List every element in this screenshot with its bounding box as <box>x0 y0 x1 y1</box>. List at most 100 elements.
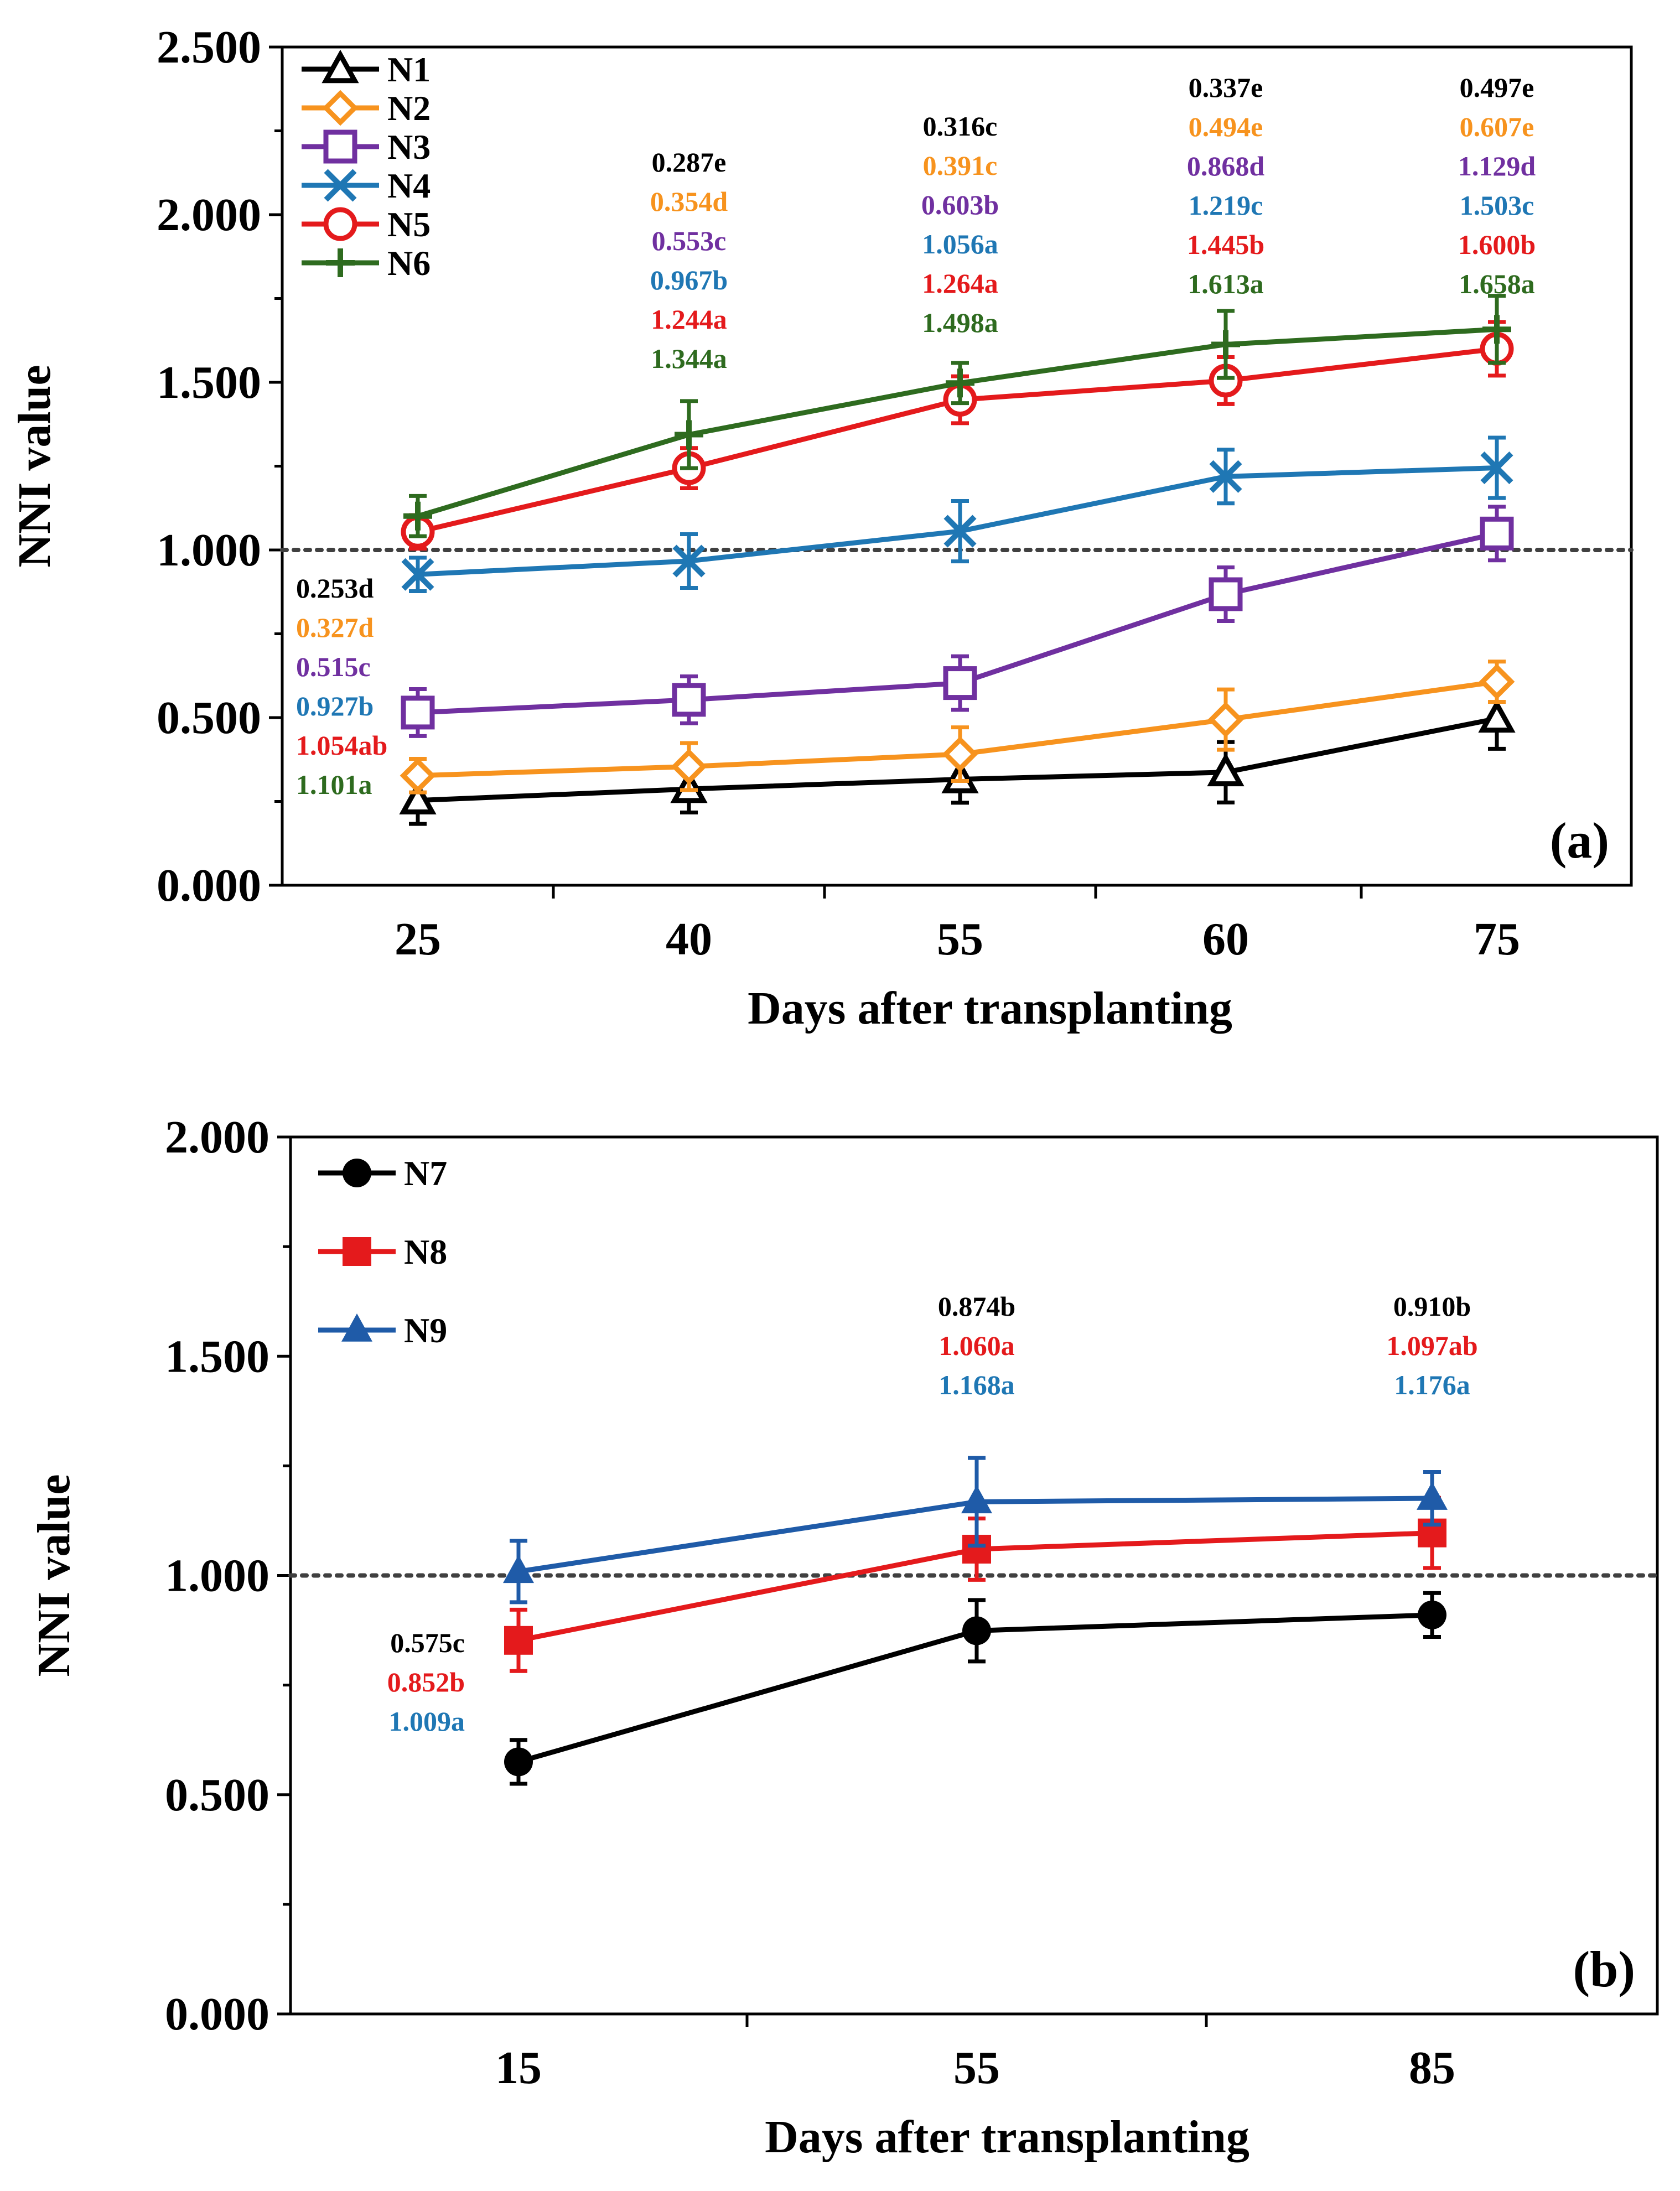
legend-marker <box>322 49 359 84</box>
annotation-group: 0.910b 1.097ab 1.176a <box>1386 1291 1477 1400</box>
x-tick-label: 85 <box>1409 2042 1455 2094</box>
data-point <box>943 515 977 548</box>
panel-label: (a) <box>1550 812 1609 869</box>
significance-label: 0.910b <box>1393 1291 1471 1322</box>
data-point <box>1211 330 1240 359</box>
significance-label: 0.874b <box>938 1291 1015 1322</box>
x-tick-label: 55 <box>937 913 983 965</box>
significance-label: 1.344a <box>651 343 727 374</box>
significance-label: 1.009a <box>389 1706 465 1737</box>
data-point <box>503 1555 534 1583</box>
y-tick-label: 0.500 <box>165 1769 269 1821</box>
significance-label: 0.316c <box>923 111 998 142</box>
significance-label: 0.287e <box>652 147 727 178</box>
x-axis-title: Days after transplanting <box>765 2111 1249 2163</box>
data-point <box>403 501 432 531</box>
y-tick-label: 1.500 <box>165 1331 269 1382</box>
y-tick-label: 0.000 <box>165 1988 269 2040</box>
series-n9 <box>503 1456 1448 1605</box>
y-tick-label: 1.000 <box>165 1550 269 1602</box>
legend-label: N1 <box>387 50 431 89</box>
data-point <box>675 420 703 449</box>
data-point <box>1417 1482 1448 1510</box>
data-point <box>401 558 434 591</box>
data-point <box>943 666 977 700</box>
x-tick-label: 40 <box>666 913 712 965</box>
series-n2 <box>400 660 1515 795</box>
legend-marker <box>341 1313 372 1342</box>
y-axis-title: NNI value <box>9 365 60 567</box>
legend-marker <box>322 90 359 126</box>
significance-label: 1.056a <box>922 229 998 259</box>
legend-marker <box>343 1237 371 1266</box>
significance-label: 0.253d <box>296 573 374 604</box>
data-point <box>672 544 706 578</box>
legend-label: N2 <box>387 89 431 128</box>
data-point <box>1207 702 1244 738</box>
significance-label: 0.391c <box>923 150 998 181</box>
data-point <box>961 1485 992 1514</box>
significance-label: 1.054ab <box>296 730 387 761</box>
significance-label: 1.168a <box>938 1369 1015 1400</box>
significance-label: 0.607e <box>1460 111 1534 142</box>
significance-label: 1.219c <box>1189 190 1263 221</box>
data-point <box>671 749 707 785</box>
y-axis-title: NNI value <box>28 1474 80 1676</box>
significance-label: 0.868d <box>1187 150 1265 181</box>
significance-label: 1.613a <box>1188 268 1264 299</box>
significance-label: 1.658a <box>1459 268 1535 299</box>
data-point <box>1207 752 1245 787</box>
legend-marker <box>323 207 357 241</box>
data-point <box>1480 451 1513 485</box>
legend: N7 N8 N9 <box>318 1154 447 1350</box>
y-tick-label: 0.000 <box>157 860 261 911</box>
significance-label: 1.101a <box>296 769 372 800</box>
significance-label: 0.553c <box>652 225 727 256</box>
legend-label: N4 <box>387 166 431 205</box>
data-point <box>962 1616 991 1645</box>
legend-marker <box>343 1159 371 1187</box>
x-tick-label: 75 <box>1474 913 1520 965</box>
legend-label: N8 <box>404 1232 447 1271</box>
significance-label: 1.503c <box>1460 190 1534 221</box>
significance-label: 1.445b <box>1187 229 1264 260</box>
data-point <box>401 695 435 730</box>
significance-label: 0.337e <box>1189 72 1263 103</box>
legend-marker <box>324 169 357 202</box>
data-point <box>1480 516 1514 551</box>
y-tick-label: 2.500 <box>157 22 261 73</box>
legend-marker <box>323 129 357 164</box>
panel-label: (b) <box>1573 1941 1635 1997</box>
legend-label: N7 <box>404 1154 447 1193</box>
data-point <box>1479 663 1515 700</box>
legend-label: N3 <box>387 127 431 167</box>
annotation-group: 0.337e 0.494e 0.868d 1.219c 1.445b 1.613a <box>1187 72 1265 299</box>
panel-b-chart: 0.000 0.500 1.000 1.500 2.000 15 55 85 Days afte… <box>28 1112 1660 2163</box>
y-tick-label: 1.500 <box>157 357 261 408</box>
legend-marker <box>326 248 355 277</box>
significance-label: 0.575c <box>390 1627 465 1658</box>
significance-label: 0.327d <box>296 612 374 643</box>
data-point <box>942 736 978 772</box>
significance-label: 1.176a <box>1394 1369 1470 1400</box>
data-point <box>1478 699 1516 733</box>
data-point <box>1209 577 1243 611</box>
panel-a-chart: 0.000 0.500 1.000 1.500 2.000 2.500 25 40 55 60 75… <box>9 22 1634 1034</box>
x-tick-label: 15 <box>495 2042 542 2094</box>
significance-label: 0.354d <box>650 186 728 217</box>
data-point <box>504 1747 533 1777</box>
annotation-group: 0.497e 0.607e 1.129d 1.503c 1.600b 1.658a <box>1458 72 1536 299</box>
annotation-group: 0.575c 0.852b 1.009a <box>387 1627 465 1737</box>
x-axis-title: Days after transplanting <box>748 983 1232 1034</box>
legend-label: N5 <box>387 205 431 244</box>
y-tick-label: 1.000 <box>157 525 261 576</box>
data-point <box>1482 315 1511 344</box>
series-n3 <box>401 505 1514 738</box>
significance-label: 0.927b <box>296 690 374 721</box>
y-tick-label: 0.500 <box>157 692 261 744</box>
significance-label: 0.497e <box>1460 72 1534 103</box>
x-tick-label: 55 <box>953 2042 1000 2094</box>
significance-label: 1.498a <box>922 307 998 338</box>
series-n4 <box>401 435 1513 594</box>
